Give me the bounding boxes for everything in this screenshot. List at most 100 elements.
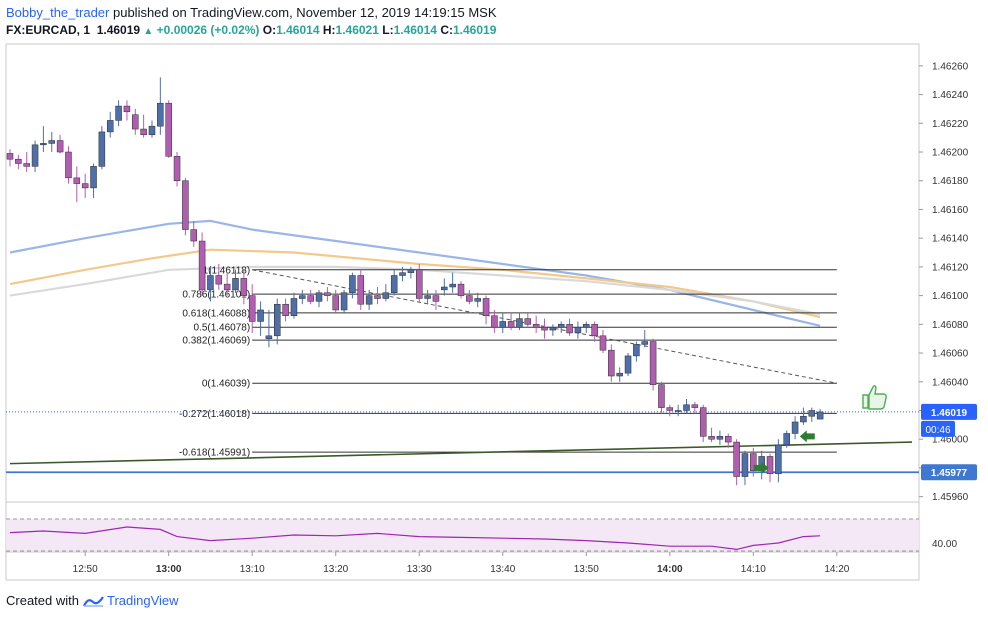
time-tick-label: 13:00 [156, 564, 182, 575]
candle-body [591, 324, 598, 337]
symbol-name: FX:EURCAD, 1 [6, 23, 91, 37]
support-price-tag-label: 1.45977 [931, 468, 968, 479]
candle-body [407, 269, 415, 273]
candle-body [491, 315, 498, 328]
candle-body [708, 436, 715, 440]
candle-body [374, 295, 381, 299]
candle-body [641, 341, 648, 345]
candle-body [215, 275, 223, 285]
candle-body [750, 453, 757, 472]
countdown-tag [921, 420, 955, 437]
candle-body [599, 335, 607, 351]
candle-body [257, 309, 264, 322]
trend-lines [6, 269, 919, 474]
time-axis: 12:50 13:00 13:10 13:20 13:30 13:40 13:50 14:00… [73, 552, 850, 575]
price-tags: 1.46019 00:46 1.45977 [921, 403, 977, 481]
candle-body [56, 140, 64, 153]
candle-body [240, 278, 248, 296]
candle-body [691, 404, 699, 408]
tradingview-logo-icon [82, 595, 104, 607]
candle-body [140, 128, 147, 136]
close-value: 1.46019 [452, 23, 497, 37]
time-tick-label: 14:10 [741, 564, 766, 575]
candle-body [666, 407, 674, 411]
thumb-hand [868, 385, 887, 410]
candle-body [816, 411, 824, 420]
price-tick-label: 1.46120 [932, 262, 969, 273]
candle-body [90, 166, 97, 189]
candle-body [616, 372, 623, 377]
candle-body [432, 295, 440, 302]
close-label: C: [440, 23, 453, 37]
fib-level-label: 0.382(1.46069) [182, 336, 250, 347]
candle-body [683, 404, 690, 411]
candle-body [541, 326, 548, 331]
candle-body [532, 324, 540, 328]
time-tick-label: 13:10 [240, 564, 265, 575]
time-tick-label: 13:30 [407, 564, 432, 575]
candle-body [507, 321, 515, 328]
candle-body [248, 295, 256, 322]
tradingview-brand[interactable]: TradingView [106, 593, 179, 608]
publish-text: published on TradingView.com, November 1… [112, 5, 497, 20]
annotation-marks [753, 385, 887, 474]
price-tick-label: 1.46100 [932, 291, 969, 302]
candle-body [265, 335, 273, 339]
low-label: L: [382, 23, 394, 37]
ma-line-3 [9, 265, 821, 316]
candle-body [624, 355, 632, 374]
time-tick-label: 13:50 [574, 564, 599, 575]
price-tick-label: 1.45960 [932, 492, 969, 503]
candle-body [674, 410, 682, 412]
price-tick-label: 1.46220 [932, 119, 969, 130]
candle-body [466, 295, 473, 302]
candle-body [31, 144, 39, 167]
candle-body [340, 292, 348, 311]
candle-body [15, 158, 22, 164]
candle-body [274, 303, 281, 337]
candle-body [148, 125, 156, 136]
rsi-line [9, 526, 821, 551]
time-tick-label: 13:20 [323, 564, 348, 575]
author-link[interactable]: Bobby_the_trader [6, 5, 110, 20]
rsi-tick-label: 40.00 [932, 539, 957, 550]
footer: Created with TradingView [6, 593, 179, 608]
created-with-text: Created with [6, 593, 79, 608]
fib-level-label: 0.5(1.46078) [193, 323, 250, 334]
publish-info: Bobby_the_trader published on TradingVie… [6, 5, 496, 20]
candle-body [65, 151, 72, 179]
arrow-left-icon [799, 430, 815, 443]
high-label: H: [322, 23, 336, 37]
candle-body [725, 436, 732, 443]
candle-body [190, 229, 197, 242]
candlesticks [6, 77, 824, 486]
candle-body [106, 120, 114, 133]
candle-body [6, 153, 14, 160]
candle-body [349, 275, 356, 293]
fibonacci-retracement: 1(1.46118) 0.786(1.46101) 0.618(1.46088) 0.… [179, 265, 837, 459]
candle-body [449, 283, 456, 288]
symbol-info: FX:EURCAD, 1 1.46019 ▲ +0.00026 (+0.02%)… [6, 23, 496, 37]
candle-body [299, 295, 306, 299]
candle-body [415, 269, 423, 299]
candle-body [98, 131, 106, 167]
candle-body [441, 286, 448, 291]
rsi-band [6, 519, 919, 551]
candle-body [315, 292, 323, 302]
candle-body [73, 177, 81, 184]
candle-body [649, 341, 657, 385]
candle-body [173, 156, 181, 181]
candle-body [524, 318, 532, 325]
countdown-tag-label: 00:46 [925, 425, 950, 436]
candle-body [775, 444, 782, 474]
candle-body [223, 283, 231, 291]
candle-body [165, 102, 172, 157]
fib-level-label: 0.786(1.46101) [182, 290, 250, 301]
open-label: O: [262, 23, 277, 37]
candle-body [783, 433, 790, 446]
candle-body [549, 326, 557, 331]
candle-body [382, 292, 390, 299]
candle-body [390, 275, 398, 293]
price-tick-label: 1.46040 [932, 377, 969, 388]
